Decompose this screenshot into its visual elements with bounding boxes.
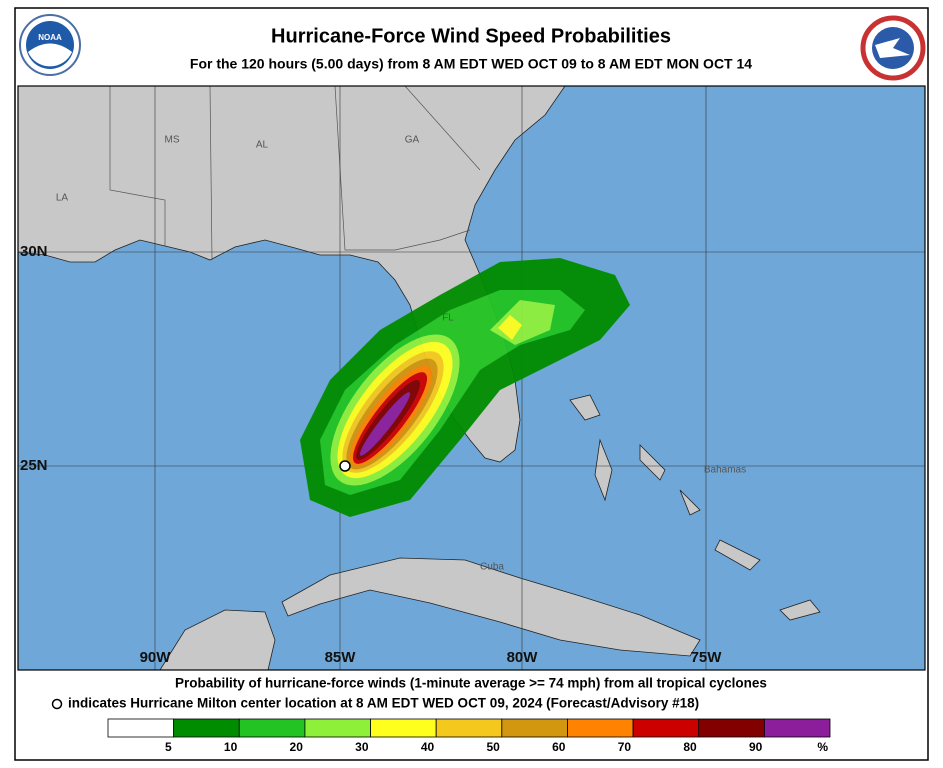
yucatan [159,609,276,670]
legend-swatch [107,718,175,738]
title: Hurricane-Force Wind Speed Probabilities [271,25,671,47]
legend-swatch [698,718,765,738]
legend-tick-label: 60 [552,740,566,754]
state-label: FL [442,313,454,324]
noaa-logo: NOAA [19,14,81,76]
state-borders [109,86,481,261]
legend-swatch [501,718,568,738]
legend-swatch [632,718,700,738]
lon-label: 75W [691,649,723,666]
cuba [281,557,701,657]
map-border [17,85,926,671]
place-label: Bahamas [704,465,746,476]
lat-label: 30N [20,243,48,260]
place-label: Cuba [480,562,504,573]
legend-swatch [370,718,437,738]
state-label: LA [56,193,69,204]
lat-label: 25N [20,457,48,474]
svg-text:NOAA: NOAA [38,33,62,42]
state-label: AL [256,140,269,151]
legend-tick-label: 70 [618,740,632,754]
legend-tick-label: 30 [355,740,369,754]
legend-tick-label: 5 [165,740,172,754]
legend-swatch [567,718,634,738]
footer-line: indicates Hurricane Milton center locati… [68,696,699,711]
lon-label: 90W [140,649,172,666]
state-label: MS [165,135,180,146]
legend-tick-label: 80 [683,740,697,754]
legend-tick-label: 20 [290,740,304,754]
legend-swatch [238,718,306,738]
graticule [18,86,925,670]
state-label: GA [405,135,420,146]
probability-swath [300,258,630,517]
legend-swatch [173,718,240,738]
legend-swatch [763,718,831,738]
storm-center-key [51,698,63,710]
storm-center [339,460,351,472]
legend-tick-label: 40 [421,740,435,754]
nws-logo [860,15,926,81]
map: MS AL GA LA FL Bahamas Cuba 30N 25N 90W … [18,86,925,670]
legend: 5 10 20 30 40 50 60 70 80 90% [107,718,831,754]
legend-tick-label: 10 [224,740,238,754]
legend-tick-label: 90 [749,740,763,754]
lon-label: 80W [507,649,539,666]
legend-swatch [304,718,371,738]
bahamas [569,394,821,621]
legend-unit: % [817,740,828,754]
footer-line: Probability of hurricane-force winds (1-… [175,676,767,691]
legend-tick-label: 50 [486,740,500,754]
legend-swatch [435,718,503,738]
lon-label: 85W [325,649,357,666]
subtitle: For the 120 hours (5.00 days) from 8 AM … [190,56,752,72]
